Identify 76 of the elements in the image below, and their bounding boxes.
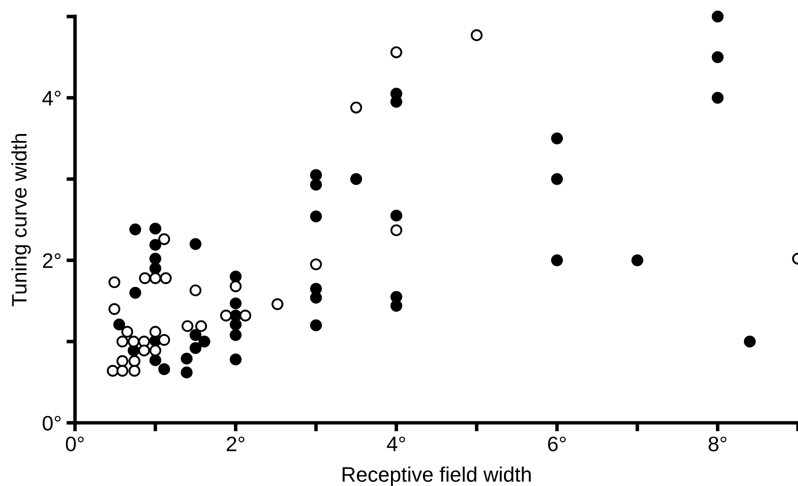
- y-tick-label: 0°: [42, 416, 61, 431]
- point: [712, 10, 724, 22]
- point: [138, 344, 150, 356]
- point: [138, 272, 151, 284]
- point: [712, 51, 724, 64]
- point: [551, 132, 563, 144]
- point: [113, 318, 126, 330]
- point: [190, 284, 202, 296]
- point: [390, 46, 402, 58]
- point: [149, 252, 162, 265]
- point: [106, 364, 119, 377]
- x-tick-label: 4°: [386, 436, 406, 452]
- x-tick-label: 0°: [66, 436, 84, 452]
- point: [149, 262, 162, 274]
- point: [220, 310, 232, 322]
- point: [744, 336, 756, 348]
- point: [470, 29, 483, 42]
- point: [128, 364, 140, 377]
- point: [239, 310, 252, 322]
- point: [116, 355, 128, 367]
- point: [198, 336, 210, 348]
- point: [712, 92, 724, 104]
- point: [272, 298, 284, 310]
- point: [149, 344, 162, 356]
- x-tick-label: 6°: [548, 436, 566, 452]
- point: [116, 364, 128, 377]
- point: [190, 329, 202, 341]
- point: [129, 286, 142, 299]
- point: [182, 320, 194, 332]
- point: [128, 355, 140, 367]
- point: [149, 272, 162, 284]
- point: [310, 319, 322, 332]
- point: [310, 210, 322, 222]
- point: [116, 336, 128, 348]
- point: [390, 300, 402, 312]
- point: [390, 210, 402, 222]
- point: [128, 336, 140, 348]
- point: [149, 354, 162, 366]
- y-tick-label: 4°: [42, 90, 61, 106]
- point: [310, 178, 322, 191]
- point: [158, 363, 170, 376]
- x-axis-title: Receptive field width: [342, 466, 531, 486]
- point: [350, 102, 362, 114]
- point: [195, 320, 208, 332]
- point: [310, 292, 322, 304]
- point: [129, 224, 142, 236]
- y-axis-title: Tuning curve width: [11, 134, 31, 306]
- point: [631, 254, 644, 266]
- point: [230, 270, 242, 282]
- point: [551, 254, 563, 266]
- point: [180, 366, 193, 378]
- point: [180, 352, 193, 365]
- point: [230, 329, 242, 341]
- point: [350, 173, 362, 185]
- point: [230, 280, 242, 292]
- point: [230, 354, 242, 366]
- point: [149, 222, 162, 235]
- point: [149, 326, 162, 338]
- point: [230, 318, 242, 330]
- point: [160, 272, 172, 284]
- point: [149, 238, 162, 251]
- point: [310, 258, 322, 270]
- point: [190, 238, 202, 250]
- x-tick-label: 2°: [226, 436, 244, 452]
- x-tick-label: 8°: [708, 436, 726, 452]
- point: [190, 342, 202, 354]
- point: [551, 173, 563, 185]
- point: [121, 326, 134, 338]
- point: [108, 276, 120, 288]
- point: [230, 297, 242, 310]
- point: [390, 224, 402, 236]
- point: [158, 334, 170, 346]
- point: [108, 303, 120, 315]
- point: [158, 233, 170, 246]
- point: [310, 169, 322, 181]
- y-tick-label: 2°: [42, 253, 61, 268]
